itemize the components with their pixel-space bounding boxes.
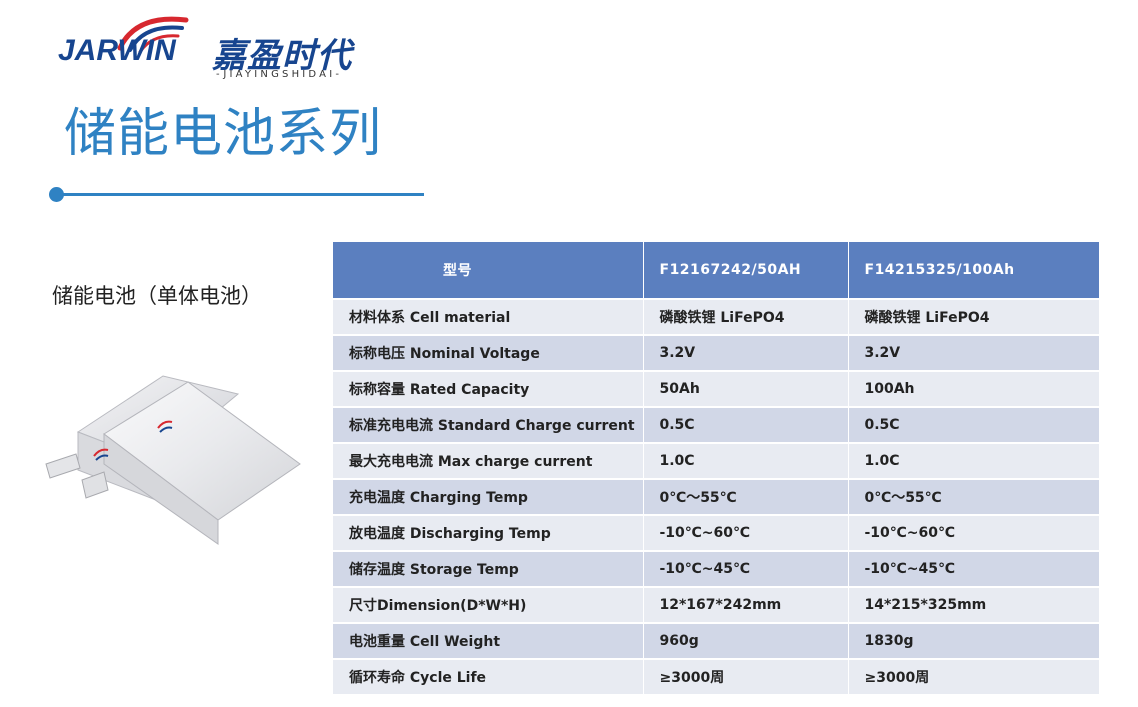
table-row: 电池重量 Cell Weight 960g 1830g — [333, 622, 1099, 659]
bullet-dot-icon — [49, 187, 64, 202]
row-value-100ah: 0℃～55℃ — [848, 478, 1099, 515]
spec-table: 型号 F12167242/50AH F14215325/100Ah 材料体系 C… — [333, 242, 1099, 694]
row-label: 标称电压 Nominal Voltage — [333, 334, 644, 371]
row-value-50ah: 0℃～55℃ — [643, 478, 849, 515]
table-row: 尺寸Dimension(D*W*H) 12*167*242mm 14*215*3… — [333, 586, 1099, 623]
table-row: 材料体系 Cell material 磷酸铁锂 LiFePO4 磷酸铁锂 LiF… — [333, 298, 1099, 335]
row-value-50ah: 0.5C — [643, 406, 849, 443]
table-header-row: 型号 F12167242/50AH F14215325/100Ah — [333, 242, 1099, 299]
row-label: 标称容量 Rated Capacity — [333, 370, 644, 407]
battery-logo-mark — [93, 420, 173, 461]
brand-name-cn: 嘉盈时代 — [212, 36, 352, 76]
row-value-50ah: 50Ah — [643, 370, 849, 407]
row-value-100ah: 14*215*325mm — [848, 586, 1099, 623]
pouch-battery-image — [45, 375, 301, 545]
row-label: 材料体系 Cell material — [333, 298, 644, 335]
row-value-50ah: 12*167*242mm — [643, 586, 849, 623]
row-value-100ah: 3.2V — [848, 334, 1099, 371]
table-row: 放电温度 Discharging Temp -10℃~60℃ -10℃~60℃ — [333, 514, 1099, 551]
row-value-50ah: 1.0C — [643, 442, 849, 479]
column-header-model-100ah: F14215325/100Ah — [848, 242, 1099, 299]
brand-logo: JARWIN 嘉盈时代 -JIAYINGSHIDAI- — [58, 12, 388, 84]
row-label: 充电温度 Charging Temp — [333, 478, 644, 515]
column-header-model-50ah: F12167242/50AH — [643, 242, 849, 299]
row-value-50ah: -10℃~45℃ — [643, 550, 849, 587]
row-label: 循环寿命 Cycle Life — [333, 658, 644, 694]
table-row: 标称电压 Nominal Voltage 3.2V 3.2V — [333, 334, 1099, 371]
row-label: 储存温度 Storage Temp — [333, 550, 644, 587]
row-value-50ah: 3.2V — [643, 334, 849, 371]
table-row: 充电温度 Charging Temp 0℃～55℃ 0℃～55℃ — [333, 478, 1099, 515]
table-row: 储存温度 Storage Temp -10℃~45℃ -10℃~45℃ — [333, 550, 1099, 587]
row-value-100ah: 1.0C — [848, 442, 1099, 479]
swoosh-arc-icon — [117, 16, 189, 52]
row-value-100ah: 100Ah — [848, 370, 1099, 407]
row-label: 标准充电电流 Standard Charge current — [333, 406, 644, 443]
row-label: 放电温度 Discharging Temp — [333, 514, 644, 551]
page-title: 储能电池系列 — [64, 104, 383, 164]
row-value-100ah: 0.5C — [848, 406, 1099, 443]
row-value-50ah: 磷酸铁锂 LiFePO4 — [643, 298, 849, 335]
brand-pinyin: -JIAYINGSHIDAI- — [216, 69, 343, 80]
title-underline — [56, 193, 424, 196]
table-row: 标准充电电流 Standard Charge current 0.5C 0.5C — [333, 406, 1099, 443]
row-value-50ah: ≥3000周 — [643, 658, 849, 694]
brand-name-en: JARWIN — [58, 34, 176, 67]
table-row: 循环寿命 Cycle Life ≥3000周 ≥3000周 — [333, 658, 1099, 694]
row-value-50ah: -10℃~60℃ — [643, 514, 849, 551]
row-value-100ah: ≥3000周 — [848, 658, 1099, 694]
row-label: 电池重量 Cell Weight — [333, 622, 644, 659]
row-label: 最大充电电流 Max charge current — [333, 442, 644, 479]
row-value-100ah: 1830g — [848, 622, 1099, 659]
table-row: 标称容量 Rated Capacity 50Ah 100Ah — [333, 370, 1099, 407]
product-label: 储能电池（单体电池） — [52, 284, 262, 308]
row-value-100ah: -10℃~45℃ — [848, 550, 1099, 587]
row-value-100ah: 磷酸铁锂 LiFePO4 — [848, 298, 1099, 335]
table-row: 最大充电电流 Max charge current 1.0C 1.0C — [333, 442, 1099, 479]
row-value-50ah: 960g — [643, 622, 849, 659]
row-value-100ah: -10℃~60℃ — [848, 514, 1099, 551]
column-header-model: 型号 — [333, 242, 644, 299]
row-label: 尺寸Dimension(D*W*H) — [333, 586, 644, 623]
